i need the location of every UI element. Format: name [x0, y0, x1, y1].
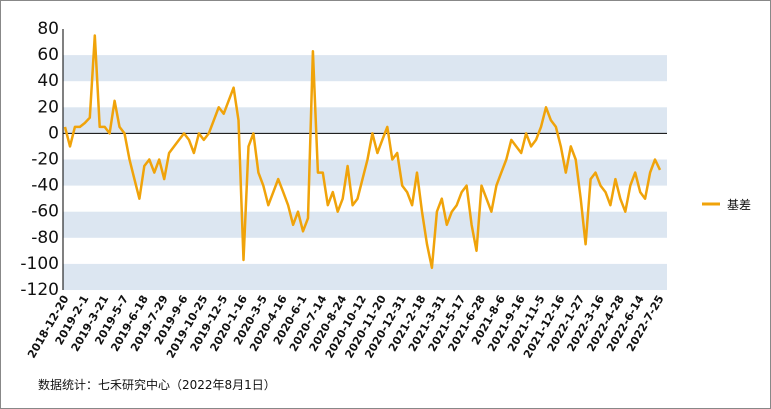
- y-tick-label: 0: [48, 123, 59, 143]
- y-tick-label: 20: [37, 97, 59, 117]
- y-tick-label: -60: [31, 202, 59, 222]
- source-note: 数据统计：七禾研究中心（2022年8月1日）: [38, 377, 276, 392]
- series-line: [63, 34, 662, 270]
- grid-band: [63, 107, 667, 134]
- y-tick-label: 80: [37, 19, 59, 39]
- y-tick-label: -40: [31, 176, 59, 196]
- y-tick-label: -20: [31, 150, 59, 170]
- y-tick-label: 60: [37, 45, 59, 65]
- y-tick-label: -120: [20, 280, 59, 300]
- y-tick-label: -80: [31, 228, 59, 248]
- y-tick-label: -100: [20, 254, 59, 274]
- grid-band: [63, 263, 667, 290]
- grid-band: [63, 211, 667, 238]
- y-tick-label: 40: [37, 71, 59, 91]
- legend-label: 基差: [727, 198, 751, 212]
- grid-band: [63, 55, 667, 82]
